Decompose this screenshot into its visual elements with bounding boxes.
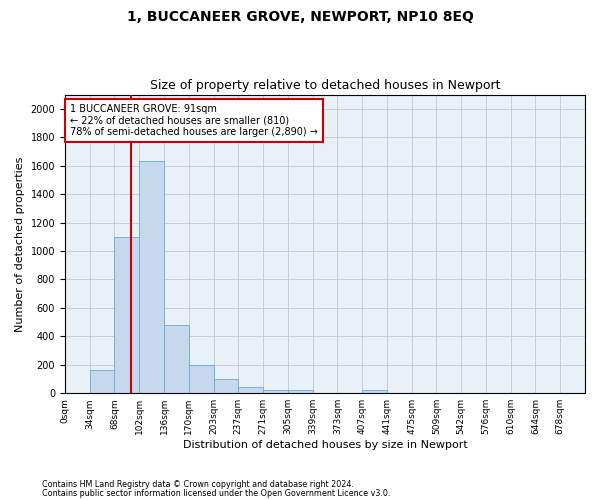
Bar [115, 238, 139, 393]
X-axis label: Distribution of detached houses by size in Newport: Distribution of detached houses by size … [182, 440, 467, 450]
Bar [263, 390, 288, 393]
Bar [189, 365, 214, 393]
Bar [89, 370, 115, 393]
Text: 1, BUCCANEER GROVE, NEWPORT, NP10 8EQ: 1, BUCCANEER GROVE, NEWPORT, NP10 8EQ [127, 10, 473, 24]
Text: Contains HM Land Registry data © Crown copyright and database right 2024.: Contains HM Land Registry data © Crown c… [42, 480, 354, 489]
Bar [139, 160, 164, 393]
Title: Size of property relative to detached houses in Newport: Size of property relative to detached ho… [150, 79, 500, 92]
Bar [288, 390, 313, 393]
Bar [164, 325, 189, 393]
Y-axis label: Number of detached properties: Number of detached properties [15, 156, 25, 332]
Text: 1 BUCCANEER GROVE: 91sqm
← 22% of detached houses are smaller (810)
78% of semi-: 1 BUCCANEER GROVE: 91sqm ← 22% of detach… [70, 104, 318, 136]
Bar [238, 387, 263, 393]
Text: Contains public sector information licensed under the Open Government Licence v3: Contains public sector information licen… [42, 488, 391, 498]
Bar [362, 390, 387, 393]
Bar [214, 379, 238, 393]
